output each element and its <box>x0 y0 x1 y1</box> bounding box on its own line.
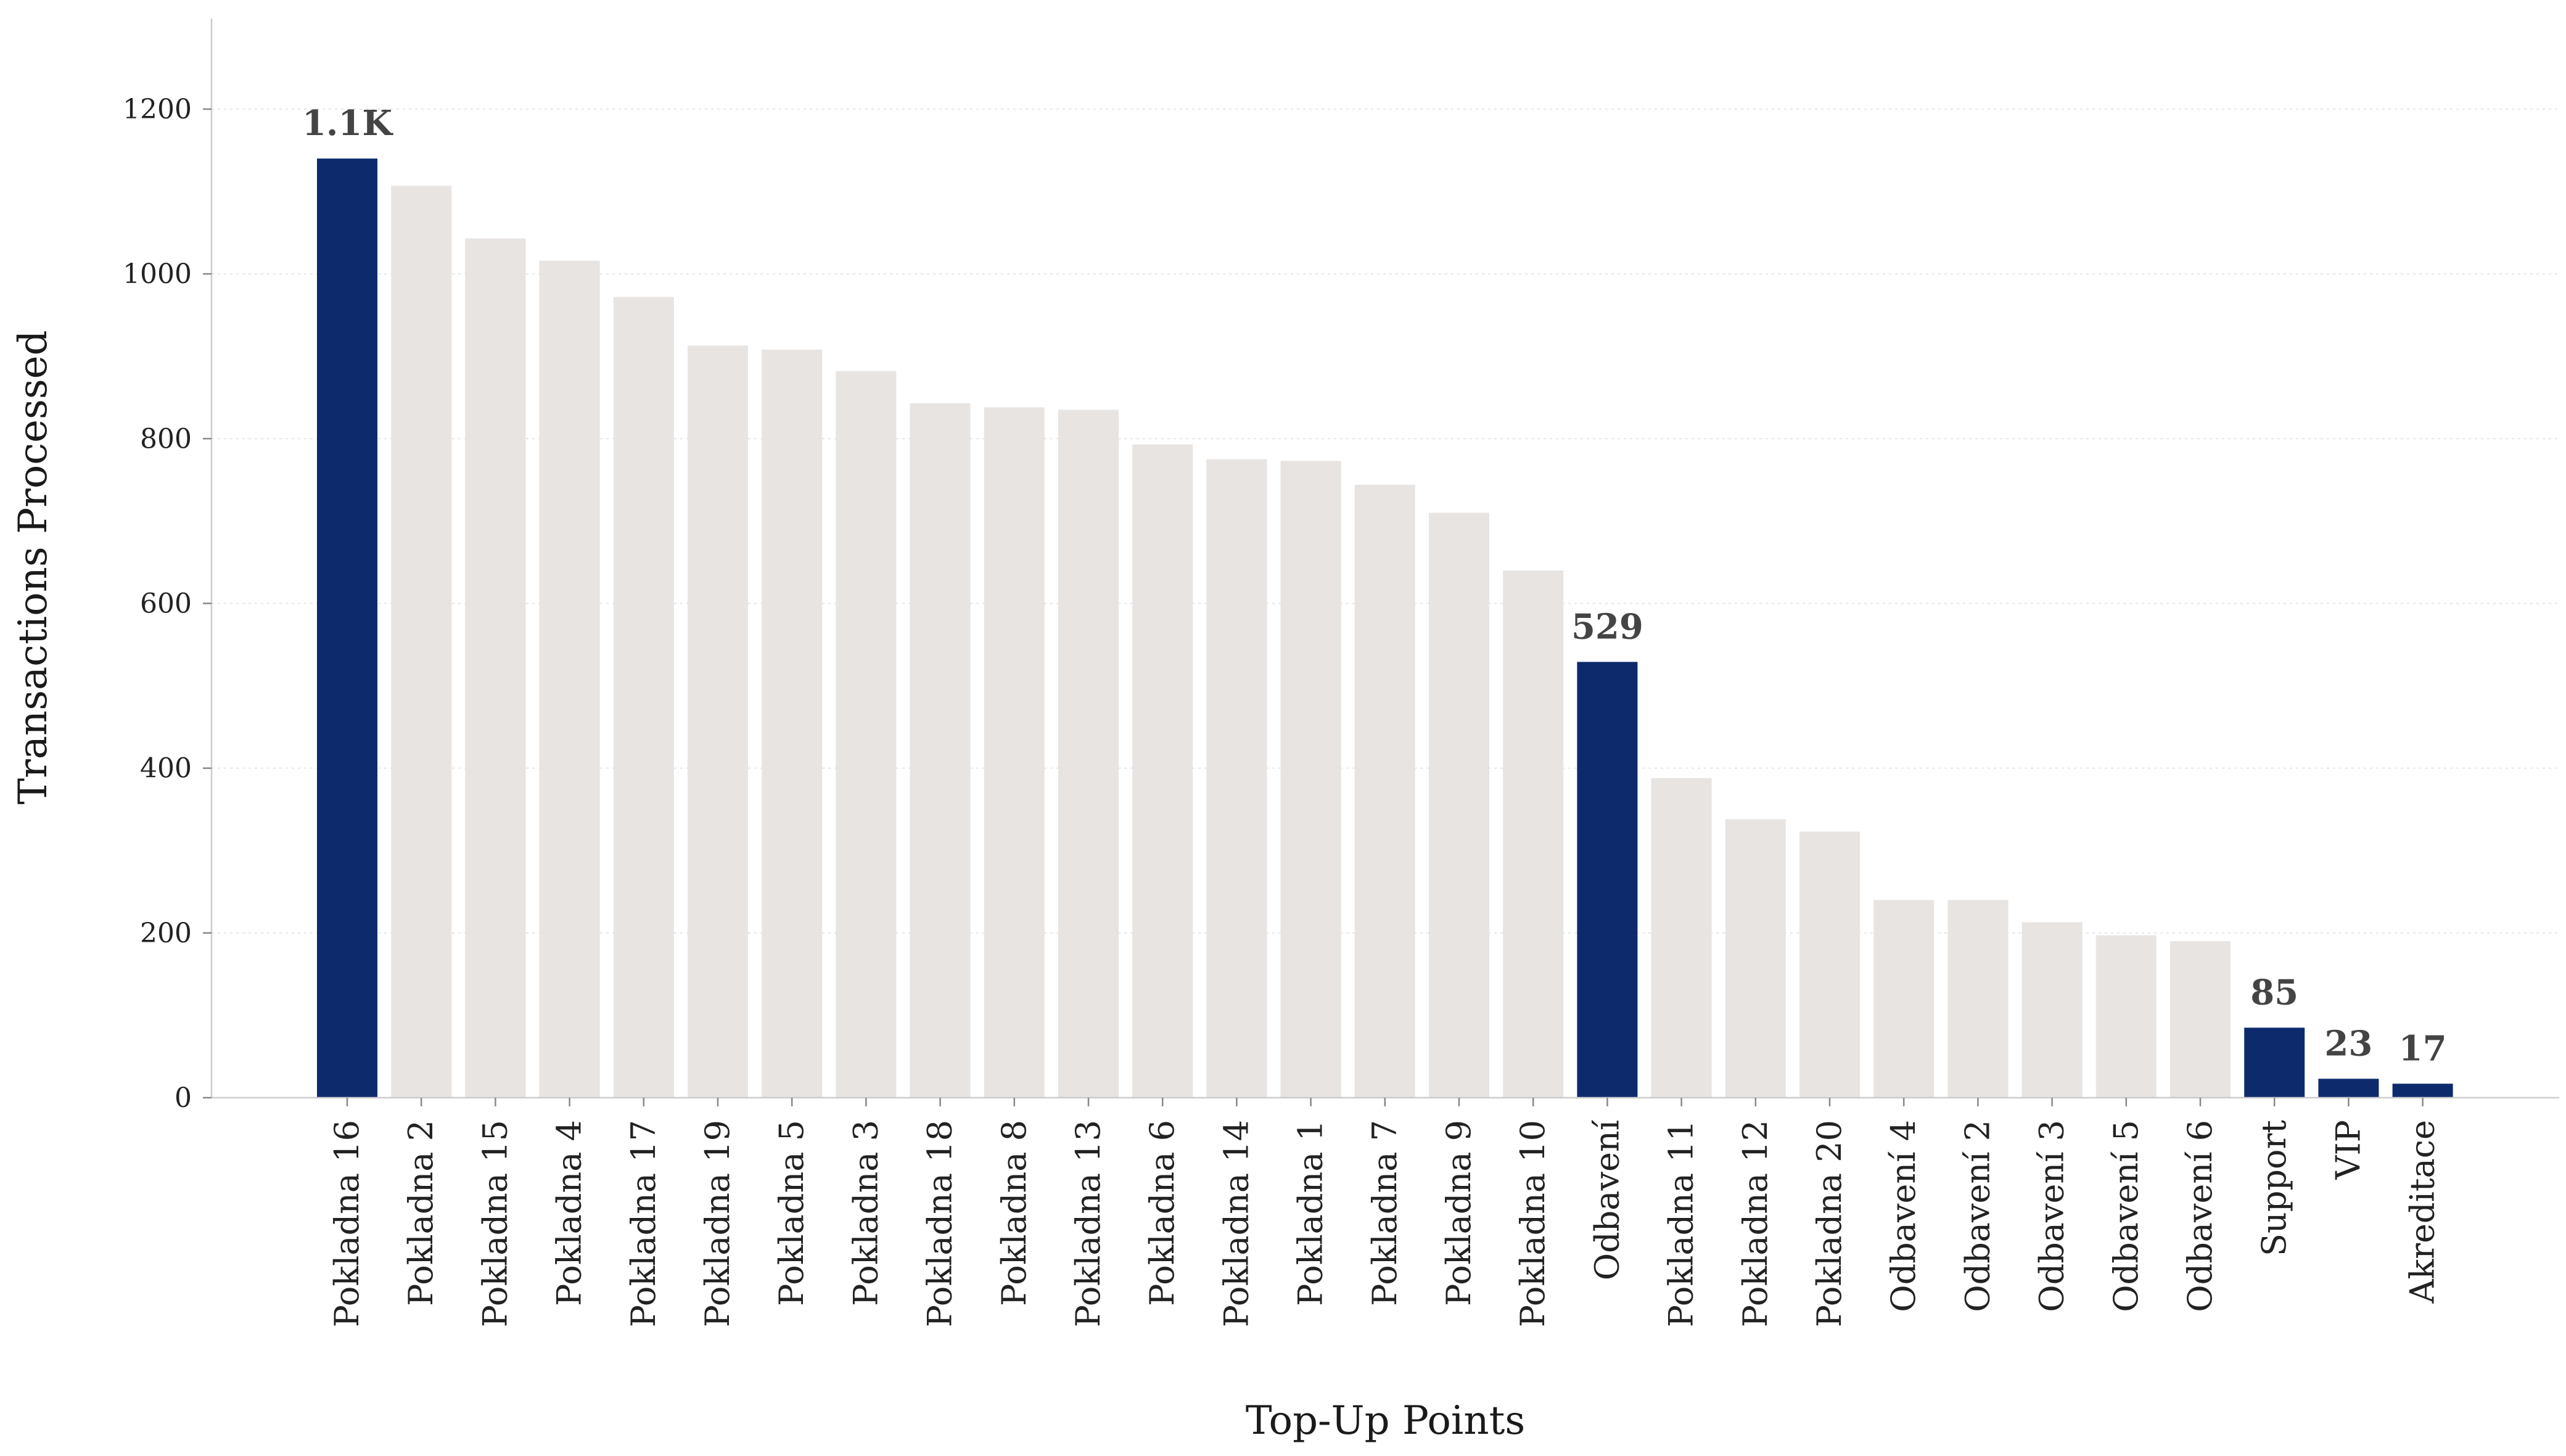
x-tick-label: Pokladna 7 <box>1365 1120 1404 1306</box>
x-tick-label: Odbavení 4 <box>1884 1120 1923 1312</box>
bar <box>1799 831 1860 1098</box>
x-tick-label: Pokladna 18 <box>921 1120 960 1327</box>
x-tick-label: Odbavení 5 <box>2107 1120 2145 1312</box>
data-labels: 1.1K 529 85 23 17 <box>302 103 2447 1069</box>
data-label: 17 <box>2399 1028 2447 1069</box>
x-tick-label: Pokladna 9 <box>1439 1120 1478 1306</box>
x-tick-label: Pokladna 8 <box>995 1120 1034 1306</box>
y-tick-label: 600 <box>140 588 192 619</box>
bar <box>317 158 377 1098</box>
y-tick-label: 0 <box>175 1082 192 1114</box>
y-tick-label: 1000 <box>123 258 192 290</box>
bar <box>2392 1084 2453 1098</box>
y-tick-label: 400 <box>140 753 192 784</box>
y-axis-ticks: 0 200 400 600 800 1000 1200 <box>123 94 212 1114</box>
bar <box>2244 1027 2305 1098</box>
bar <box>1058 409 1119 1098</box>
bar <box>539 260 600 1098</box>
x-tick-label: Pokladna 16 <box>327 1120 366 1327</box>
x-tick-label: Odbavení <box>1587 1119 1626 1280</box>
y-tick-label: 1200 <box>123 94 192 125</box>
x-tick-label: Pokladna 15 <box>475 1120 514 1327</box>
bar <box>2170 941 2231 1098</box>
bar <box>2318 1079 2379 1098</box>
bar <box>1132 444 1193 1098</box>
y-tick-label: 800 <box>140 423 192 454</box>
bar <box>1577 662 1638 1098</box>
x-tick-label: Support <box>2255 1120 2293 1256</box>
bar <box>1873 900 1935 1098</box>
x-tick-label: VIP <box>2329 1120 2367 1180</box>
bar <box>613 297 674 1098</box>
x-tick-label: Pokladna 2 <box>401 1120 440 1306</box>
bar <box>1206 459 1267 1098</box>
bar <box>984 407 1045 1098</box>
y-tick-label: 200 <box>140 918 192 949</box>
x-tick-label: Odbavení 3 <box>2033 1120 2071 1312</box>
bar <box>1354 485 1415 1098</box>
bar <box>465 238 526 1098</box>
x-tick-label: Pokladna 5 <box>772 1120 811 1306</box>
x-tick-label: Pokladna 12 <box>1736 1120 1775 1327</box>
x-tick-label: Pokladna 14 <box>1217 1120 1256 1327</box>
bar <box>762 350 823 1098</box>
x-tick-label: Pokladna 1 <box>1291 1120 1330 1306</box>
bar <box>1651 778 1712 1098</box>
bar <box>2095 935 2157 1098</box>
data-label: 1.1K <box>302 103 393 144</box>
data-label: 85 <box>2250 972 2298 1013</box>
x-tick-label: Pokladna 17 <box>624 1120 663 1327</box>
data-label: 23 <box>2324 1023 2372 1064</box>
x-tick-label: Odbavení 6 <box>2181 1120 2219 1312</box>
bar <box>1725 819 1786 1098</box>
x-tick-label: Odbavení 2 <box>1958 1120 1997 1312</box>
bar <box>1503 570 1564 1098</box>
x-tick-label: Pokladna 19 <box>698 1120 737 1327</box>
bar <box>910 403 971 1098</box>
x-tick-label: Pokladna 13 <box>1069 1120 1108 1327</box>
bar <box>2021 922 2083 1098</box>
bar <box>1947 900 2009 1098</box>
x-axis-title: Top-Up Points <box>1246 1398 1525 1444</box>
bar <box>391 186 452 1098</box>
x-tick-label: Akreditace <box>2403 1120 2442 1304</box>
bar <box>1429 512 1489 1098</box>
x-tick-label: Pokladna 6 <box>1143 1120 1182 1306</box>
y-axis-title: Transactions Processed <box>10 330 56 804</box>
x-tick-label: Pokladna 10 <box>1513 1120 1552 1327</box>
x-tick-label: Pokladna 20 <box>1810 1120 1849 1327</box>
bar <box>688 345 748 1098</box>
data-label: 529 <box>1571 606 1643 647</box>
bar <box>836 371 897 1098</box>
x-tick-label: Pokladna 11 <box>1662 1120 1701 1327</box>
bars <box>317 158 2453 1098</box>
bar <box>1280 461 1341 1098</box>
x-tick-label: Pokladna 3 <box>846 1120 885 1306</box>
x-axis-ticks: Pokladna 16 Pokladna 2 Pokladna 15 Pokladna… <box>327 1098 2442 1327</box>
x-tick-label: Pokladna 4 <box>550 1120 589 1306</box>
